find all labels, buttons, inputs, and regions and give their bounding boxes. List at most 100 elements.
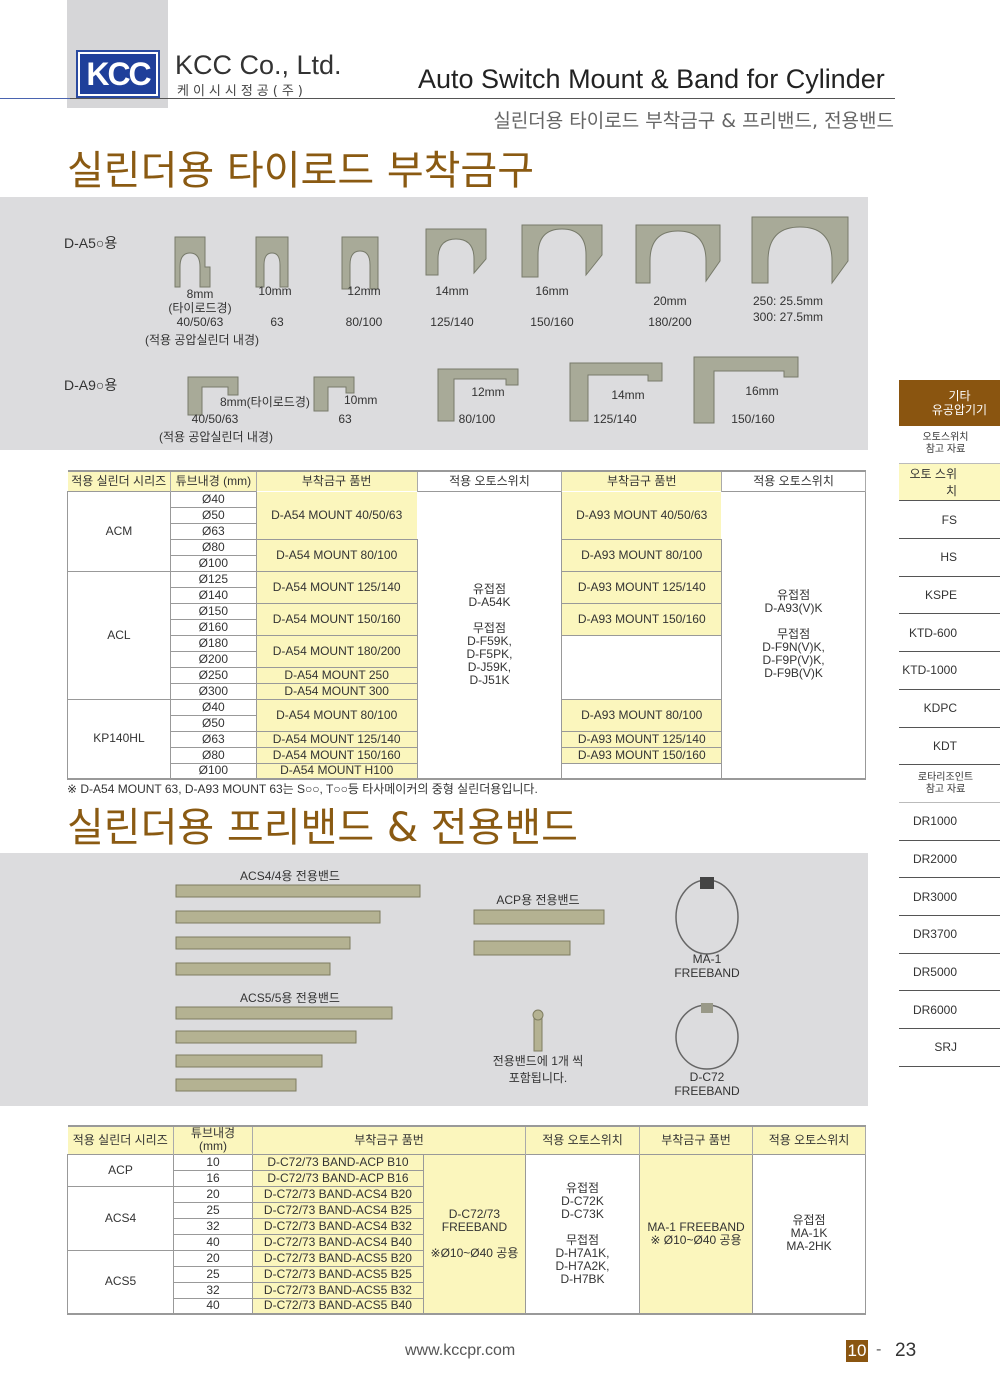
a54-mount-cell: D-A54 MOUNT 125/140 xyxy=(255,570,418,604)
series-cell: KP140HL xyxy=(67,698,171,780)
sidebar-item[interactable]: KDT xyxy=(899,728,1000,766)
ma1-label: MA-1 FREEBAND xyxy=(674,952,740,980)
band-part-cell: D-C72/73 BAND-ACP B10 xyxy=(252,1153,424,1171)
sidebar-item[interactable]: KTD-600 xyxy=(899,614,1000,653)
a93-mount-cell: D-A93 MOUNT 150/160 xyxy=(561,746,723,764)
series-cell: ACP xyxy=(67,1153,174,1187)
sidebar-item[interactable]: DR3000 xyxy=(899,878,1000,916)
a9-label: D-A9○용 xyxy=(64,377,118,393)
bore-cell: 40 xyxy=(173,1233,253,1251)
column-header: 적용 오토스위치 xyxy=(752,1126,866,1154)
footer-url[interactable]: www.kccpr.com xyxy=(405,1342,516,1359)
table-row: ACL Ø125 D-A54 MOUNT 125/140 D-A93 MOUNT 12… xyxy=(67,570,866,700)
switch-cell: 유접점 D-C72K D-C73K 무접점 D-H7A1K, D-H7A2K, … xyxy=(525,1153,640,1315)
table-row: ACS5 20 D-C72/73 BAND-ACS5 B20 xyxy=(67,1249,866,1315)
band-photos xyxy=(175,877,739,1092)
acp-label: ACP용 전용밴드 xyxy=(496,893,580,907)
page-number: 23 xyxy=(895,1340,917,1361)
column-header: 부착금구 품번 xyxy=(561,471,723,491)
sidebar-item[interactable]: 오토 스위치 xyxy=(899,463,1000,502)
bore-cell: Ø140 xyxy=(169,586,257,604)
a9-mount-photos xyxy=(187,356,799,424)
bore-cell: Ø180 xyxy=(169,634,257,652)
a9-bore: 125/140 xyxy=(593,412,637,426)
a54-mount-cell: D-A54 MOUNT 125/140 xyxy=(255,730,418,748)
a93-switch-cell: 유접점 D-A93(V)K 무접점 D-F9N(V)K, D-F9P(V)K, … xyxy=(721,490,866,780)
column-header: 튜브내경 (mm) xyxy=(173,1126,253,1154)
sidebar-item[interactable]: DR5000 xyxy=(899,954,1000,992)
a93-mount-cell: D-A93 MOUNT 80/100 xyxy=(561,698,723,732)
company-name-kr: 케이시시정공(주) xyxy=(177,84,307,99)
bore-cell: 40 xyxy=(173,1297,253,1315)
a5-bore-note: (적용 공압실린더 내경) xyxy=(144,333,260,347)
a9-size: 8mm(타이로드경) xyxy=(220,395,310,409)
a9-bore: 150/160 xyxy=(731,412,775,426)
a5-bore: 63 xyxy=(270,315,284,329)
bore-cell: Ø63 xyxy=(169,730,257,748)
a54-switch-cell: 유접점 D-A54K 무접점 D-F59K, D-F5PK, D-J59K, D… xyxy=(416,490,563,780)
table-row: Ø100 xyxy=(68,554,866,572)
acs5-label: ACS5/5용 전용밴드 xyxy=(240,991,340,1005)
sidebar-item[interactable]: SRJ xyxy=(899,1029,1000,1067)
a9-bore-note: (적용 공압실린더 내경) xyxy=(158,430,274,444)
sidebar-item[interactable]: DR3700 xyxy=(899,916,1000,954)
column-header: 적용 오토스위치 xyxy=(417,471,563,491)
sidebar-item[interactable]: HS xyxy=(899,539,1000,577)
a5-bore: 125/140 xyxy=(430,315,474,329)
bore-cell: Ø80 xyxy=(169,746,257,764)
series-cell: ACM xyxy=(67,490,171,572)
a54-mount-cell: D-A54 MOUNT 150/160 xyxy=(255,602,418,636)
bore-cell: 32 xyxy=(173,1281,253,1299)
column-header: 적용 실린더 시리즈 xyxy=(67,1126,174,1154)
band-part-cell: D-C72/73 BAND-ACS5 B40 xyxy=(252,1297,424,1315)
document-subtitle: 실린더용 타이로드 부착금구 & 프리밴드, 전용밴드 xyxy=(493,110,894,132)
a5-size: 20mm xyxy=(653,294,687,308)
a5-bore: 180/200 xyxy=(648,315,692,329)
sidebar-item: 기타 유공압기기 xyxy=(899,380,1000,426)
section-title-band: 실린더용 프리밴드 & 전용밴드 xyxy=(67,805,578,851)
a9-size: 10mm xyxy=(344,393,378,407)
band-part-cell: D-C72/73 BAND-ACS4 B25 xyxy=(252,1201,424,1219)
bore-cell: 10 xyxy=(173,1153,253,1171)
column-header: 적용 실린더 시리즈 xyxy=(67,471,171,491)
band-part-cell: D-C72/73 BAND-ACS5 B25 xyxy=(252,1265,424,1283)
sidebar-item[interactable]: DR6000 xyxy=(899,991,1000,1029)
sidebar-item[interactable]: KTD-1000 xyxy=(899,652,1000,690)
column-header: 적용 오토스위치 xyxy=(721,471,866,491)
sidebar-item[interactable]: KDPC xyxy=(899,690,1000,728)
bore-cell: 25 xyxy=(173,1201,253,1219)
a9-size: 14mm xyxy=(611,388,645,402)
freeband-cell: D-C72/73 FREEBAND ※Ø10~Ø40 공용 xyxy=(422,1153,527,1315)
header-rule xyxy=(0,98,895,99)
band-part-cell: D-C72/73 BAND-ACS4 B32 xyxy=(252,1217,424,1235)
a9-bore: 80/100 xyxy=(458,412,496,426)
table-header-row: 적용 실린더 시리즈 튜브내경 (mm) 부착금구 품번 적용 오토스위치 부착금구 품… xyxy=(67,1126,866,1154)
document-title: Auto Switch Mount & Band for Cylinder xyxy=(418,64,885,94)
bore-cell: Ø100 xyxy=(169,554,257,572)
sidebar-item[interactable]: KSPE xyxy=(899,577,1000,615)
table-row: 40 D-C72/73 BAND-ACS5 B40 xyxy=(68,1297,866,1315)
a54-mount-cell: D-A54 MOUNT 300 xyxy=(255,682,418,700)
acp-bands xyxy=(473,909,605,956)
bore-cell: Ø160 xyxy=(169,618,257,636)
table-row: ACS4 20 D-C72/73 BAND-ACS4 B20 xyxy=(67,1185,866,1251)
bore-cell: Ø80 xyxy=(169,538,257,556)
bore-cell: 20 xyxy=(173,1185,253,1203)
freebands xyxy=(675,877,739,1070)
column-header: 부착금구 품번 xyxy=(252,1126,526,1154)
kcc-logo: KCC xyxy=(76,50,160,98)
series-cell: ACL xyxy=(67,570,171,700)
dc72-label: D-C72 FREEBAND xyxy=(674,1070,740,1098)
table-row: 25 D-C72/73 BAND-ACS5 B25 xyxy=(68,1265,866,1283)
sidebar-item[interactable]: DR2000 xyxy=(899,841,1000,879)
table-row: Ø50 xyxy=(68,714,866,732)
a54-mount-cell: D-A54 MOUNT 250 xyxy=(255,666,418,684)
a54-mount-cell: D-A54 MOUNT 80/100 xyxy=(255,698,418,732)
sidebar-item[interactable]: FS xyxy=(899,501,1000,540)
chapter-number: 10 xyxy=(846,1340,868,1362)
series-cell: ACS4 xyxy=(67,1185,174,1251)
sidebar-item[interactable]: DR1000 xyxy=(899,803,1000,841)
series-cell: ACS5 xyxy=(67,1249,174,1315)
a93-mount-cell: D-A93 MOUNT 125/140 xyxy=(561,730,723,748)
acs4-bands xyxy=(175,884,421,976)
